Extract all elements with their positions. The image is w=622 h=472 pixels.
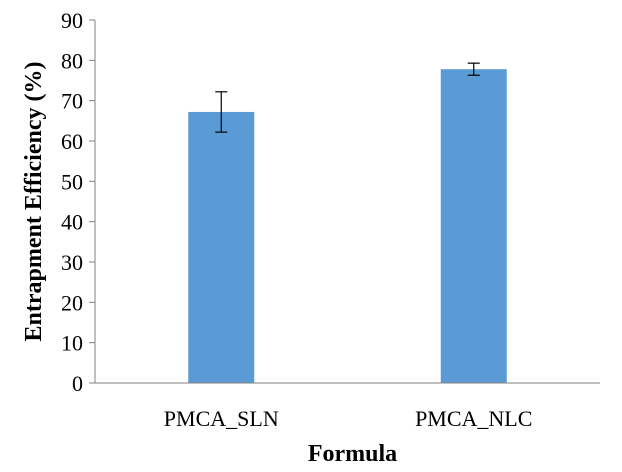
y-tick-label: 0 (72, 371, 83, 396)
y-tick-label: 90 (61, 8, 83, 33)
bar-pmca-nlc (440, 69, 507, 383)
y-axis-title: Entrapment Efficiency (%) (21, 62, 47, 342)
x-category-label: PMCA_SLN (164, 406, 279, 431)
bars (188, 69, 507, 384)
x-category-label: PMCA_NLC (415, 406, 532, 431)
bar-pmca-sln (188, 111, 255, 384)
x-axis-title: Formula (308, 441, 397, 467)
error-bars (215, 62, 480, 133)
y-tick-label: 40 (61, 210, 83, 235)
y-tick-label: 60 (61, 129, 83, 154)
y-tick-label: 80 (61, 48, 83, 73)
y-tick-label: 70 (61, 89, 83, 114)
x-axis-labels: PMCA_SLN PMCA_NLC (164, 406, 533, 431)
y-tick-label: 20 (61, 290, 83, 315)
y-tick-label: 10 (61, 331, 83, 356)
y-tick-label: 50 (61, 169, 83, 194)
y-tick-label: 30 (61, 250, 83, 275)
y-axis-ticks: 0 10 20 30 40 50 60 70 80 90 (61, 8, 95, 396)
